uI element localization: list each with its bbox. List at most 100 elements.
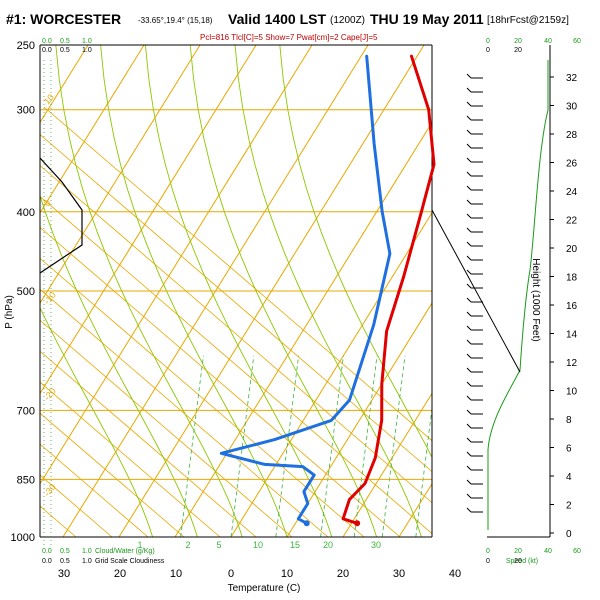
- mixing-ratio-label: 20: [323, 540, 333, 550]
- wind-barb-flag: [466, 493, 472, 499]
- cloud-water-bottom-label: 0.0: [42, 548, 52, 555]
- isotherm-line: [511, 45, 600, 537]
- dry-adiabat-line: [40, 319, 293, 537]
- pressure-tick-label: 1000: [11, 532, 35, 544]
- pressure-tick-label: 700: [17, 405, 35, 417]
- wind-barb-flag: [466, 395, 472, 401]
- y-axis-label: P (hPa): [4, 295, 15, 329]
- height-tick-label: 24: [566, 187, 578, 198]
- wind-barb-flag: [466, 479, 472, 485]
- cloud-water-top-label: 0.5: [60, 38, 70, 45]
- wind-barb-flag: [466, 297, 472, 303]
- title-forecast: [18hrFcst@2159z]: [487, 15, 569, 26]
- wind-speed-top-label: 60: [573, 38, 581, 45]
- dry-adiabat-line: [40, 195, 432, 535]
- wind-barb-flag: [466, 185, 472, 191]
- dry-adiabat-line: [40, 381, 221, 537]
- cloud-water-profile: [39, 157, 83, 274]
- mixing-ratio-line: [353, 355, 378, 537]
- wind-barb: [466, 353, 483, 359]
- dry-adiabat-line: [40, 443, 149, 537]
- wind-barb-flag: [466, 255, 472, 261]
- wind-tick-bottom-label: 20: [514, 558, 522, 565]
- wind-barb-flag: [466, 87, 472, 93]
- cloud-water-top-label: 1.0: [82, 38, 92, 45]
- wind-tick-label: 0: [486, 47, 490, 54]
- height-tick-label: 30: [566, 102, 578, 113]
- height-tick-label: 8: [566, 415, 572, 426]
- dry-adiabat-label: 0: [42, 198, 53, 208]
- mixing-ratio-label: 15: [290, 540, 300, 550]
- temperature-tick-label: 20: [114, 568, 126, 580]
- pressure-tick-label: 250: [17, 40, 35, 52]
- pressure-tick-label: 850: [17, 474, 35, 486]
- height-tick-label: 0: [566, 529, 572, 540]
- wind-barb-flag: [466, 73, 472, 79]
- dry-adiabat-line: [43, 106, 432, 442]
- wind-barb-flag: [466, 143, 472, 149]
- wind-barb-flag: [466, 367, 472, 373]
- dry-adiabat-line: [40, 350, 257, 537]
- wind-barb: [466, 311, 483, 317]
- wind-barb: [466, 325, 483, 331]
- mixing-ratio-label: 10: [253, 540, 263, 550]
- title-date: THU 19 May 2011: [370, 11, 484, 27]
- wind-barb: [466, 479, 483, 485]
- grid-scale-top-label: 0.5: [60, 47, 70, 54]
- moist-adiabat-line: [234, 45, 422, 537]
- wind-barb: [466, 255, 483, 261]
- wind-barb: [466, 213, 483, 219]
- wind-barb-flag: [466, 283, 472, 289]
- height-tick-label: 26: [566, 159, 578, 170]
- height-tick-label: 18: [566, 273, 578, 284]
- height-tick-label: 12: [566, 358, 578, 369]
- grid-scale-bottom-label: 0.5: [60, 558, 70, 565]
- pressure-tick-label: 500: [17, 286, 35, 298]
- wind-barb-flag: [466, 199, 472, 205]
- wind-barb-flag: [466, 381, 472, 387]
- grid-scale-top-label: 0.0: [42, 47, 52, 54]
- height-tick-label: 28: [566, 130, 578, 141]
- cloud-water-bottom-label: 1.0: [82, 548, 92, 555]
- wind-barb: [466, 297, 483, 303]
- title-coords: -33.65°,19.4° (15,18): [138, 16, 213, 25]
- mixing-ratio-line: [381, 355, 406, 537]
- grid-scale-bottom-label: 0.0: [42, 558, 52, 565]
- wind-barb: [466, 171, 483, 177]
- wind-barb-flag: [466, 241, 472, 247]
- moist-adiabat-line: [40, 194, 198, 537]
- height-pressure-connector: [431, 209, 521, 373]
- wind-barb: [466, 157, 483, 163]
- wind-barb: [466, 143, 483, 149]
- height-tick-label: 22: [566, 216, 578, 227]
- wind-barb: [466, 87, 483, 93]
- wind-barb: [466, 451, 483, 457]
- grid-scale-units-label: Grid Scale Cloudiness: [95, 558, 165, 565]
- wind-speed-bottom-label: 0: [486, 548, 490, 555]
- wind-barb: [466, 101, 483, 107]
- wind-barb: [466, 465, 483, 471]
- parcel-indices: Pcl=816 Tlcl[C]=5 Show=7 Pwat[cm]=2 Cape…: [200, 33, 378, 42]
- wind-barb: [466, 115, 483, 121]
- wind-barb: [466, 367, 483, 373]
- wind-barb-flag: [466, 507, 472, 513]
- wind-barb: [466, 423, 483, 429]
- wind-barb-flag: [466, 451, 472, 457]
- wind-barb: [466, 409, 483, 415]
- temperature-tick-label: 10: [281, 568, 293, 580]
- dewpoint-profile: [219, 54, 392, 525]
- temperature-tick-label: 40: [449, 568, 461, 580]
- wind-speed-top-label: 20: [514, 38, 522, 45]
- wind-barb-flag: [466, 269, 472, 275]
- moist-adiabat-line: [279, 45, 432, 459]
- wind-barb-flag: [466, 465, 472, 471]
- mixing-ratio-label: 30: [371, 540, 381, 550]
- title-valid: Valid 1400 LST: [228, 11, 327, 27]
- wind-barb-flag: [466, 227, 472, 233]
- height-tick-label: 10: [566, 387, 578, 398]
- wind-barb: [466, 339, 483, 345]
- wind-barb: [466, 283, 483, 289]
- height-tick-label: 2: [566, 501, 572, 512]
- temperature-tick-label: 10: [170, 568, 182, 580]
